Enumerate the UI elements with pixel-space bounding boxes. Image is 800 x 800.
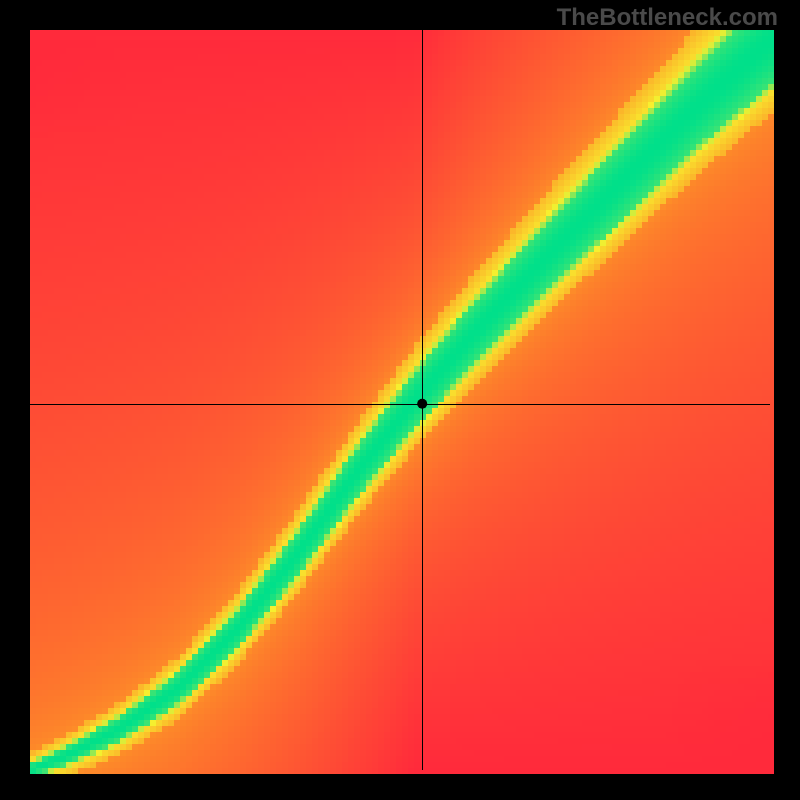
bottleneck-heatmap [0, 0, 800, 800]
chart-container: { "watermark": { "text": "TheBottleneck.… [0, 0, 800, 800]
watermark-text: TheBottleneck.com [557, 4, 778, 32]
